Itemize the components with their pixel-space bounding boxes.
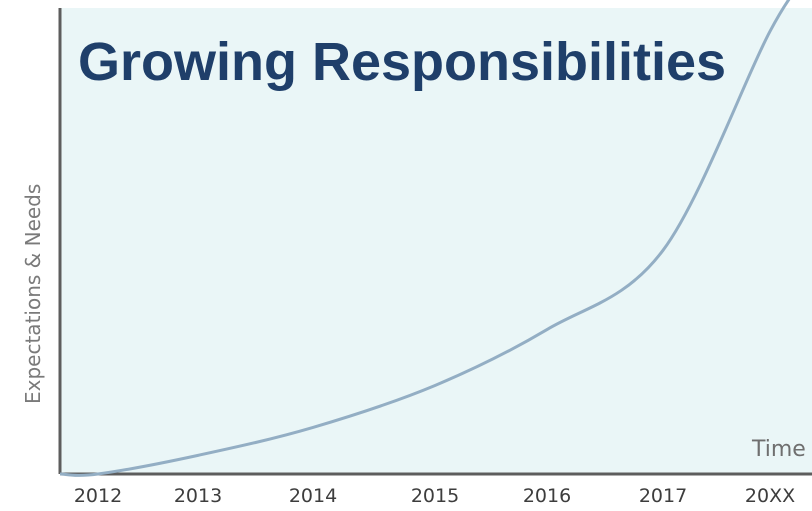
chart-title: Growing Responsibilities	[78, 32, 726, 92]
x-tick-label: 2012	[74, 485, 122, 507]
plot-background	[60, 8, 812, 474]
x-axis-label: Time	[751, 437, 806, 462]
x-tick-label: 2016	[523, 485, 571, 507]
x-tick-label: 2013	[174, 485, 222, 507]
x-tick-label: 2015	[411, 485, 459, 507]
y-axis-label: Expectations & Needs	[21, 184, 45, 404]
x-tick-labels: 2012 2013 2014 2015 2016 2017 20XX	[74, 485, 795, 507]
x-tick-label: 2017	[639, 485, 687, 507]
x-tick-label: 2014	[289, 485, 337, 507]
x-tick-label: 20XX	[745, 485, 795, 507]
growth-curve-line	[59, 0, 791, 477]
